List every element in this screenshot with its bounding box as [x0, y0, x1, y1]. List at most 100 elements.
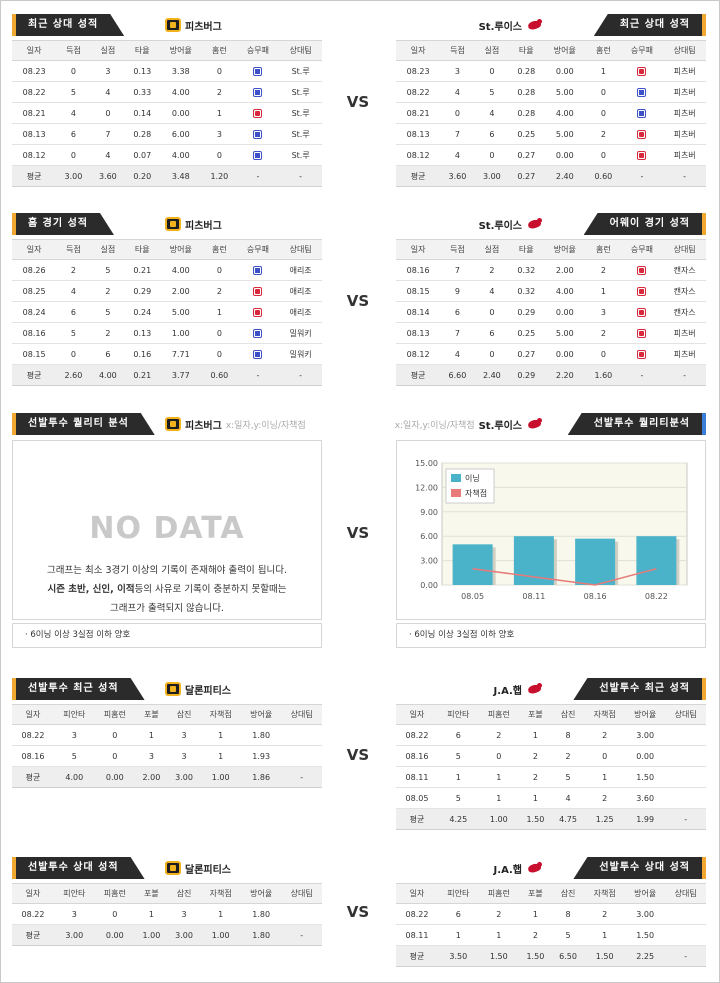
table-cell: 8	[551, 724, 585, 746]
table-cell: 0	[94, 745, 136, 767]
column-header: 득점	[56, 239, 91, 260]
table-cell: 피츠버	[663, 81, 706, 103]
table-cell: 6	[438, 724, 479, 746]
column-header: 포볼	[135, 883, 168, 904]
table-cell: 1.80	[240, 903, 282, 925]
y-tick-label: 0.00	[420, 581, 438, 590]
table-cell: 1	[478, 787, 520, 809]
table-cell: 피츠버	[663, 144, 706, 166]
result-cell	[620, 123, 664, 145]
team-label: J.A.햅	[494, 681, 544, 697]
table-cell: 캔자스	[663, 301, 706, 323]
column-header: 득점	[440, 239, 475, 260]
table-row: 08.21 0 4 0.28 4.00 0 피츠버	[396, 102, 706, 124]
table-cell: 7	[440, 259, 475, 281]
right-recent-vs-panel: 최근 상대 성적 St.루이스 일자 득점 실점 타율 방어율 홈런 승무패 상대팀 08.23…	[396, 14, 706, 187]
x-tick-label: 08.22	[645, 592, 668, 601]
average-cell: 1.00	[200, 766, 241, 788]
quality-note: · 6이닝 이상 3실점 이하 양호	[12, 623, 322, 648]
table-cell: 5	[54, 745, 95, 767]
legend-swatch-earned-runs	[451, 489, 461, 497]
stats-table: 일자 피안타 피홈런 포볼 삼진 자책점 방어율 상대팀 08.22 6 2 1 8 2 3.00 08.16…	[396, 704, 706, 830]
axis-hint: x:일자,y:이닝/자책점	[225, 420, 306, 431]
average-cell: 0.20	[125, 165, 160, 187]
average-row: 평균 2.60 4.00 0.21 3.77 0.60- -	[12, 364, 322, 386]
column-header: 피안타	[54, 704, 95, 725]
table-cell: 0.00	[543, 60, 587, 82]
table-cell: 08.22	[396, 903, 439, 925]
column-header: 삼진	[167, 704, 201, 725]
column-header: 타율	[125, 40, 160, 61]
average-cell: 4.00	[90, 364, 126, 386]
average-cell: 0.21	[125, 364, 160, 386]
column-header: 상대팀	[279, 40, 322, 61]
table-cell: 0	[586, 343, 621, 365]
table-row: 08.21 4 0 0.14 0.00 1 St.루	[12, 102, 322, 124]
average-row: 평균 3.00 3.60 0.20 3.48 1.20- -	[12, 165, 322, 187]
table-cell: 6	[56, 301, 91, 323]
panel-title: 선발투수 퀄리티 분석	[12, 413, 155, 435]
table-cell	[665, 766, 706, 788]
average-cell: 1.00	[135, 924, 168, 946]
average-cell: 0.00	[94, 766, 136, 788]
average-cell: 1.50	[519, 808, 552, 830]
column-header: 피홈런	[478, 883, 520, 904]
table-row: 08.13 7 6 0.25 5.00 2 피츠버	[396, 123, 706, 145]
y-tick-label: 3.00	[420, 557, 438, 566]
table-cell: 0.25	[509, 322, 544, 344]
table-header-row: 일자 득점 실점 타율 방어율 홈런 승무패 상대팀	[396, 40, 706, 61]
table-cell: 7	[440, 123, 475, 145]
column-header: 방어율	[240, 883, 282, 904]
team-label: 피츠버그	[165, 17, 222, 33]
right-pitcher-vs-panel: 선발투수 상대 성적 J.A.햅 일자 피안타 피홈런 포볼 삼진 자책점 방어율 상대팀 08…	[396, 857, 706, 967]
panel-title: 최근 상대 성적	[593, 14, 706, 36]
table-row: 08.22 5 4 0.33 4.00 2 St.루	[12, 81, 322, 103]
table-row: 08.22 3 0 1 3 1 1.80	[12, 724, 322, 746]
table-cell: St.루	[279, 60, 322, 82]
table-row: 08.22 4 5 0.28 5.00 0 피츠버	[396, 81, 706, 103]
table-cell	[281, 745, 322, 767]
average-cell: -	[620, 165, 664, 187]
table-cell: 7	[440, 322, 475, 344]
vs-label: VS	[346, 524, 370, 542]
table-cell: 0.32	[509, 259, 544, 281]
result-cell	[236, 259, 280, 281]
table-header-row: 일자 피안타 피홈런 포볼 삼진 자책점 방어율 상대팀	[396, 704, 706, 725]
stats-table: 일자 피안타 피홈런 포볼 삼진 자책점 방어율 상대팀 08.22 3 0 1 3 1 1.80 08.16…	[12, 704, 322, 788]
axis-hint: x:일자,y:이닝/자책점	[394, 420, 475, 431]
table-cell: 08.15	[12, 343, 57, 365]
table-cell: 4	[551, 787, 585, 809]
table-cell: 0	[56, 144, 91, 166]
table-cell: 2	[584, 724, 625, 746]
table-row: 08.11 1 1 2 5 1 1.50	[396, 766, 706, 788]
column-header: 일자	[12, 883, 55, 904]
average-cell: -	[663, 364, 706, 386]
table-cell: 5	[56, 322, 91, 344]
average-cell: 2.25	[624, 945, 666, 967]
table-header-row: 일자 피안타 피홈런 포볼 삼진 자책점 방어율 상대팀	[12, 883, 322, 904]
table-cell: 0	[202, 322, 237, 344]
table-cell: 밀워키	[279, 322, 322, 344]
column-header: 홈런	[202, 40, 237, 61]
cardinals-logo-icon	[526, 417, 544, 431]
stats-table: 일자 피안타 피홈런 포볼 삼진 자책점 방어율 상대팀 08.22 3 0 1 3 1 1.80 평균 3.0…	[12, 883, 322, 946]
table-cell: 3	[167, 745, 201, 767]
table-cell: 08.16	[396, 259, 441, 281]
column-header: 포볼	[135, 704, 168, 725]
table-cell: 2	[56, 259, 91, 281]
table-cell: 2	[584, 787, 625, 809]
average-cell: 평균	[12, 364, 57, 386]
average-cell: 3.60	[440, 165, 475, 187]
result-cell	[620, 144, 664, 166]
loss-badge-icon	[637, 150, 647, 160]
average-cell: -	[620, 364, 664, 386]
table-cell: 3.38	[159, 60, 203, 82]
team-label: 달론피티스	[165, 681, 231, 697]
table-cell: 0.27	[509, 144, 544, 166]
table-header-row: 일자 피안타 피홈런 포볼 삼진 자책점 방어율 상대팀	[396, 883, 706, 904]
vs-label: VS	[346, 292, 370, 310]
table-cell: 0.33	[125, 81, 160, 103]
column-header: 피안타	[54, 883, 95, 904]
table-cell: 3	[54, 724, 95, 746]
table-cell: 4.00	[159, 259, 203, 281]
